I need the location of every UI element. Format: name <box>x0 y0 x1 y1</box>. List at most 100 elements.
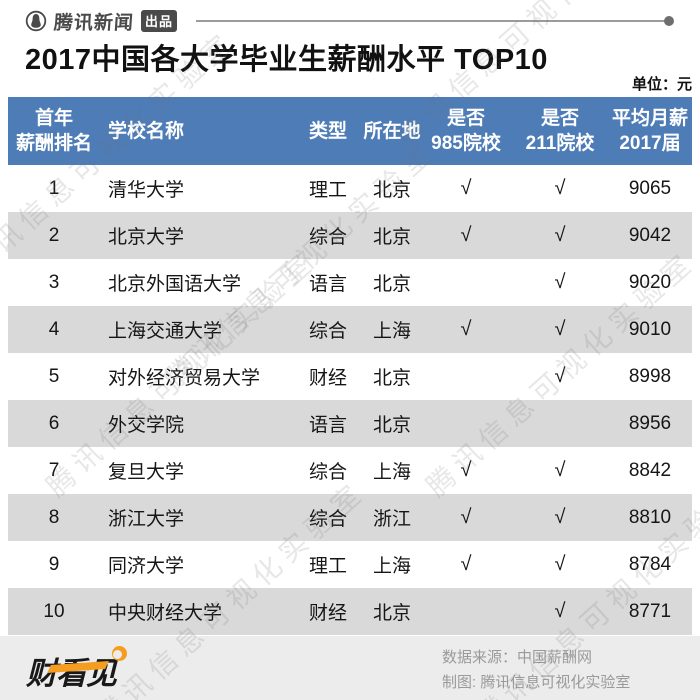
brand-name: 腾讯新闻 <box>53 12 135 34</box>
col-header-salary: 平均月薪 2017届 <box>608 97 692 165</box>
type-cell: 理工 <box>308 180 347 201</box>
col-header-rank: 首年 薪酬排名 <box>8 97 100 165</box>
col-header-985: 是否 985院校 <box>420 97 512 165</box>
col-header-location: 所在地 <box>363 97 421 165</box>
location-cell: 上海 <box>372 321 411 342</box>
table-row: 6 外交学院 语言 北京 8956 <box>8 400 692 447</box>
is985-cell: √ <box>460 177 472 199</box>
table-row: 9 同济大学 理工 上海 √ √ 8784 <box>8 541 692 588</box>
table-row: 2 北京大学 综合 北京 √ √ 9042 <box>8 212 692 259</box>
is211-cell: √ <box>554 506 566 528</box>
brand-bar: 腾讯新闻 出品 <box>25 9 674 34</box>
table-row: 3 北京外国语大学 语言 北京 √ 9020 <box>8 259 692 306</box>
footer: 财看见 数据来源：中国薪酬网 制图: 腾讯信息可视化实验室 <box>0 636 700 700</box>
col-header-name-label: 学校名称 <box>108 120 185 142</box>
col-header-211-line2: 211院校 <box>525 133 595 154</box>
col-header-salary-line2: 2017届 <box>619 133 681 154</box>
type-cell: 理工 <box>308 556 347 577</box>
salary-cell: 8842 <box>628 459 672 481</box>
location-cell: 北京 <box>372 603 411 624</box>
col-header-location-label: 所在地 <box>363 120 421 142</box>
credit-text: 制图: 腾讯信息可视化实验室 <box>442 674 631 691</box>
brand-badge: 出品 <box>141 10 178 32</box>
page-title: 2017中国各大学毕业生薪酬水平 TOP10 <box>25 44 548 76</box>
salary-cell: 9020 <box>628 271 672 293</box>
is211-cell <box>512 400 608 447</box>
rank-cell: 7 <box>48 459 60 481</box>
location-cell: 浙江 <box>372 509 411 530</box>
school-name-cell: 浙江大学 <box>108 509 185 530</box>
type-cell: 综合 <box>308 227 347 248</box>
header-rule-line <box>196 16 674 26</box>
is211-cell: √ <box>554 224 566 246</box>
rank-cell: 2 <box>48 224 60 246</box>
footer-credits: 数据来源：中国薪酬网 制图: 腾讯信息可视化实验室 <box>442 645 630 695</box>
is211-cell: √ <box>554 600 566 622</box>
tencent-penguin-icon <box>25 10 47 32</box>
is985-cell: √ <box>460 553 472 575</box>
salary-cell: 8998 <box>628 365 672 387</box>
col-header-type: 类型 <box>292 97 364 165</box>
salary-cell: 8771 <box>628 600 672 622</box>
is985-cell: √ <box>460 459 472 481</box>
salary-cell: 9010 <box>628 318 672 340</box>
rank-cell: 3 <box>48 271 60 293</box>
location-cell: 上海 <box>372 462 411 483</box>
salary-table: 首年 薪酬排名 学校名称 类型 所在地 是否 985院校 是否 211院校 平均… <box>8 97 692 635</box>
school-name-cell: 清华大学 <box>108 180 185 201</box>
type-cell: 财经 <box>308 368 347 389</box>
rank-cell: 8 <box>48 506 60 528</box>
rank-cell: 9 <box>48 553 60 575</box>
school-name-cell: 中央财经大学 <box>108 603 223 624</box>
location-cell: 上海 <box>372 556 411 577</box>
school-name-cell: 同济大学 <box>108 556 185 577</box>
school-name-cell: 上海交通大学 <box>108 321 223 342</box>
col-header-211-line1: 是否 <box>540 108 579 129</box>
table-row: 10 中央财经大学 财经 北京 √ 8771 <box>8 588 692 635</box>
location-cell: 北京 <box>372 227 411 248</box>
is985-cell: √ <box>460 506 472 528</box>
is985-cell <box>420 259 512 306</box>
caikanjian-logo: 财看见 <box>26 644 136 692</box>
is985-cell: √ <box>460 224 472 246</box>
salary-cell: 8956 <box>628 412 672 434</box>
table-row: 1 清华大学 理工 北京 √ √ 9065 <box>8 165 692 212</box>
location-cell: 北京 <box>372 368 411 389</box>
type-cell: 综合 <box>308 462 347 483</box>
is211-cell: √ <box>554 553 566 575</box>
col-header-salary-line1: 平均月薪 <box>611 108 688 129</box>
school-name-cell: 外交学院 <box>108 415 185 436</box>
col-header-211: 是否 211院校 <box>512 97 608 165</box>
is211-cell: √ <box>554 177 566 199</box>
salary-cell: 9042 <box>628 224 672 246</box>
school-name-cell: 北京外国语大学 <box>108 274 242 295</box>
is985-cell: √ <box>460 318 472 340</box>
orange-swoosh-icon <box>112 646 127 661</box>
salary-cell: 8810 <box>628 506 672 528</box>
type-cell: 综合 <box>308 321 347 342</box>
unit-label: 单位：元 <box>631 76 692 93</box>
type-cell: 财经 <box>308 603 347 624</box>
is985-cell <box>420 588 512 635</box>
is985-cell <box>420 353 512 400</box>
col-header-rank-line1: 首年 <box>34 108 73 129</box>
rank-cell: 6 <box>48 412 60 434</box>
table-row: 7 复旦大学 综合 上海 √ √ 8842 <box>8 447 692 494</box>
school-name-cell: 北京大学 <box>108 227 185 248</box>
col-header-985-line2: 985院校 <box>431 133 501 154</box>
type-cell: 语言 <box>308 415 347 436</box>
col-header-rank-line2: 薪酬排名 <box>15 133 92 154</box>
location-cell: 北京 <box>372 274 411 295</box>
is211-cell: √ <box>554 365 566 387</box>
table-header-row: 首年 薪酬排名 学校名称 类型 所在地 是否 985院校 是否 211院校 平均… <box>8 97 692 165</box>
col-header-type-label: 类型 <box>308 120 347 142</box>
col-header-name: 学校名称 <box>100 97 292 165</box>
type-cell: 语言 <box>308 274 347 295</box>
location-cell: 北京 <box>372 415 411 436</box>
table-row: 5 对外经济贸易大学 财经 北京 √ 8998 <box>8 353 692 400</box>
rank-cell: 5 <box>48 365 60 387</box>
is211-cell: √ <box>554 271 566 293</box>
table-row: 4 上海交通大学 综合 上海 √ √ 9010 <box>8 306 692 353</box>
rank-cell: 4 <box>48 318 60 340</box>
table-row: 8 浙江大学 综合 浙江 √ √ 8810 <box>8 494 692 541</box>
